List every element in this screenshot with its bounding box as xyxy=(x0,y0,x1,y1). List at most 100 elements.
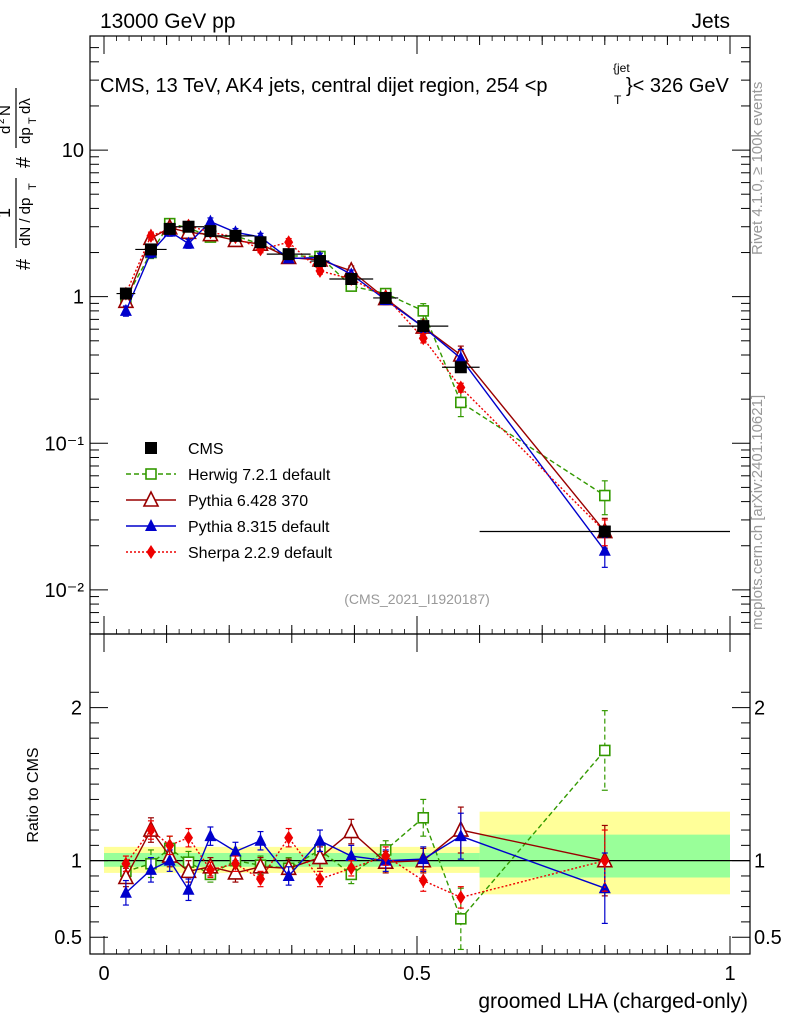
legend: CMS Herwig 7.2.1 default Pythia 6.428 370 P… xyxy=(126,441,333,562)
series-pythia-8-315-default xyxy=(119,214,611,568)
ratio-y-tick-label-left: 0.5 xyxy=(54,927,82,949)
main-y-tick-label: 10⁻² xyxy=(45,580,85,602)
data-point xyxy=(204,214,217,227)
legend-marker xyxy=(145,442,157,454)
ratio-point xyxy=(381,849,391,864)
main-y-tick-label: 1 xyxy=(73,287,84,309)
ratio-point xyxy=(342,821,360,839)
ratio-plot-frame xyxy=(89,633,751,955)
chart-title: CMS, 13 TeV, AK4 jets, central dijet reg… xyxy=(100,61,730,107)
legend-label: Pythia 6.428 370 xyxy=(188,493,308,510)
ratio-point xyxy=(456,890,466,905)
ratio-series-sherpa-2-2-9-default xyxy=(121,820,610,909)
ratio-point xyxy=(121,856,131,871)
header-right: Jets xyxy=(691,10,730,33)
series-line-sherpa-2-2-9-default xyxy=(125,224,606,533)
legend-item-cms: CMS xyxy=(145,441,224,458)
series-line-pythia-6-428-370 xyxy=(125,227,606,532)
data-point xyxy=(119,287,132,300)
data-point xyxy=(598,543,611,556)
ratio-point xyxy=(256,872,265,887)
legend-item-pythia-6-428-370: Pythia 6.428 370 xyxy=(126,490,308,510)
main-y-tick-label: 10 xyxy=(62,140,84,162)
ratio-point xyxy=(454,829,467,842)
legend-marker xyxy=(145,468,157,480)
data-point xyxy=(417,320,430,333)
ratio-point xyxy=(284,830,294,845)
svg-text:dN / dp: dN / dp xyxy=(17,198,34,246)
ratio-point xyxy=(315,872,325,887)
data-point xyxy=(418,331,428,346)
data-point xyxy=(313,255,326,268)
data-point xyxy=(454,361,467,374)
data-point xyxy=(598,525,611,538)
data-point xyxy=(417,305,430,317)
data-point xyxy=(315,263,325,278)
data-point xyxy=(454,351,467,364)
x-axis-label: groomed LHA (charged-only) xyxy=(478,990,748,1013)
data-point xyxy=(455,396,467,409)
ratio-point xyxy=(598,744,611,757)
legend-label: Sherpa 2.2.9 default xyxy=(188,545,333,562)
ratio-point xyxy=(311,847,329,865)
ratio-point xyxy=(417,811,430,824)
legend-item-sherpa-2-2-9-default: Sherpa 2.2.9 default xyxy=(126,545,333,562)
svg-text:N: N xyxy=(0,105,14,116)
svg-text:d: d xyxy=(0,126,14,134)
analysis-id: (CMS_2021_I1920187) xyxy=(344,591,490,607)
ratio-point xyxy=(418,873,428,888)
ratio-y-tick-label-left: 1 xyxy=(71,851,82,873)
ratio-y-tick-label-right: 1 xyxy=(754,851,765,873)
chart-title-sub: T xyxy=(614,93,622,107)
svg-text:dλ: dλ xyxy=(17,98,34,114)
ratio-y-tick-label-left: 2 xyxy=(71,698,82,720)
data-point xyxy=(204,225,217,238)
chart-title-sup: {jet xyxy=(613,61,630,75)
chart-title-tail: }< 326 GeV xyxy=(626,75,730,97)
legend-label: Herwig 7.2.1 default xyxy=(188,467,331,484)
data-point xyxy=(456,380,466,395)
svg-text:T: T xyxy=(27,183,39,190)
ratio-point xyxy=(282,868,295,881)
data-point xyxy=(119,303,132,316)
data-point xyxy=(284,235,294,250)
ratio-y-tick-label-right: 2 xyxy=(754,698,765,720)
data-point xyxy=(379,291,392,304)
ratio-point xyxy=(119,885,132,898)
ratio-point xyxy=(144,862,157,875)
legend-label: CMS xyxy=(188,441,224,458)
svg-text:#: # xyxy=(13,156,35,168)
ratio-point xyxy=(146,823,156,838)
ratio-point xyxy=(163,853,176,866)
ratio-point xyxy=(313,833,326,846)
ratio-line-herwig-7-2-1-default xyxy=(125,749,606,921)
data-point xyxy=(146,228,156,243)
ratio-point xyxy=(165,838,175,853)
svg-text:#: # xyxy=(13,258,35,270)
ratio-point xyxy=(230,856,240,871)
data-point xyxy=(345,272,358,285)
ratio-point xyxy=(600,853,610,868)
side-rivet-label: Rivet 4.1.0, ≥ 100k events xyxy=(749,82,766,255)
legend-marker xyxy=(142,490,160,507)
main-y-tick-label: 10⁻¹ xyxy=(45,433,85,455)
data-point xyxy=(254,236,267,249)
x-tick-label: 0 xyxy=(98,963,109,985)
ratio-y-tick-label-right: 0.5 xyxy=(754,927,782,949)
legend-item-herwig-7-2-1-default: Herwig 7.2.1 default xyxy=(126,467,331,484)
svg-text:T: T xyxy=(27,117,39,124)
chart-title-main: CMS, 13 TeV, AK4 jets, central dijet reg… xyxy=(100,75,548,97)
ratio-point xyxy=(254,833,267,846)
side-site-label: mcplots.cern.ch [arXiv:2401.10621] xyxy=(749,395,766,630)
data-point xyxy=(598,489,611,502)
data-point xyxy=(182,236,195,249)
ratio-point xyxy=(345,849,358,862)
data-point xyxy=(163,222,176,235)
ratio-point xyxy=(205,862,215,877)
legend-item-pythia-8-315-default: Pythia 8.315 default xyxy=(126,519,330,536)
legend-marker xyxy=(146,545,156,559)
ratio-point xyxy=(455,913,467,925)
legend-marker xyxy=(145,519,157,531)
data-point xyxy=(144,243,157,256)
